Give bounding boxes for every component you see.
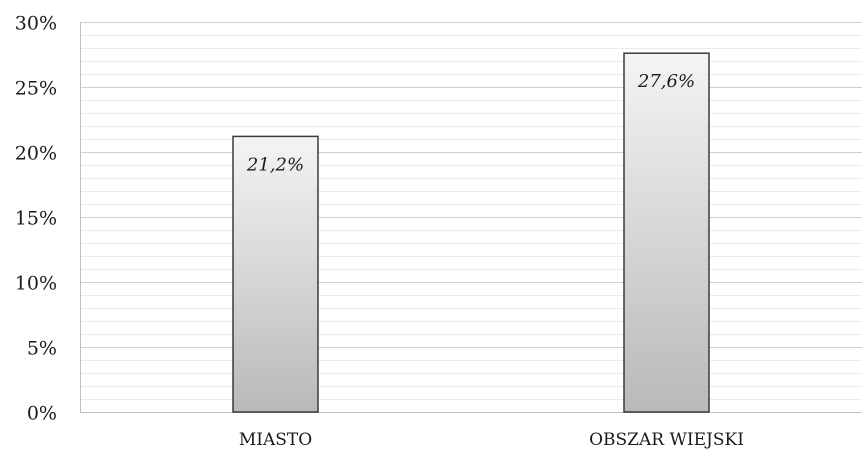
data-label: 21,2%: [246, 154, 304, 175]
y-tick-label: 5%: [27, 338, 57, 360]
x-category-label: OBSZAR WIEJSKI: [589, 430, 744, 450]
y-tick-label: 30%: [15, 13, 57, 35]
x-category-label: MIASTO: [239, 430, 312, 450]
bar: [623, 52, 710, 413]
y-tick-label: 0%: [27, 403, 57, 425]
data-label: 27,6%: [637, 71, 695, 92]
plot-area: 0% 5% 10% 15% 20% 25% 30% 21,2% MIASTO 27,6% OBSZA…: [15, 13, 862, 450]
y-tick-label: 10%: [15, 273, 57, 295]
y-tick-label: 15%: [15, 208, 57, 230]
y-tick-label: 25%: [15, 78, 57, 100]
y-tick-label: 20%: [15, 143, 57, 165]
bar: [232, 135, 319, 413]
